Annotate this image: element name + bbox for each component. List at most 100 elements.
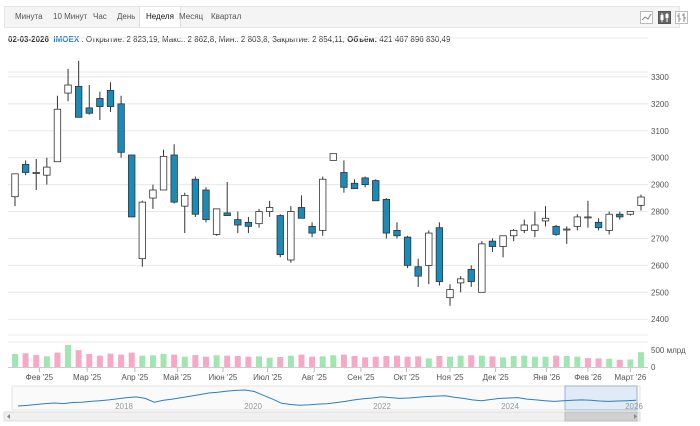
candle[interactable] [75, 60, 83, 118]
candle[interactable] [223, 181, 231, 216]
candle[interactable] [552, 225, 560, 236]
candle[interactable] [382, 198, 391, 239]
candle[interactable] [435, 222, 444, 286]
candle[interactable] [265, 200, 274, 217]
volume-bar[interactable] [139, 355, 146, 367]
tab-2[interactable]: 10 Минут [53, 12, 88, 21]
volume-bar[interactable] [287, 355, 294, 367]
candle[interactable] [605, 211, 613, 235]
volume-bar[interactable] [362, 357, 369, 367]
volume-bar[interactable] [415, 356, 422, 367]
candle[interactable] [510, 229, 518, 242]
volume-bar[interactable] [309, 356, 316, 367]
candle[interactable] [372, 179, 380, 202]
candle[interactable] [21, 160, 30, 176]
candle[interactable] [616, 211, 624, 220]
volume-bar[interactable] [563, 356, 570, 367]
volume-bar[interactable] [192, 354, 199, 367]
candle[interactable] [350, 179, 359, 190]
candle[interactable] [456, 276, 465, 293]
volume-bar[interactable] [468, 355, 475, 367]
candle[interactable] [234, 211, 242, 234]
tab-1[interactable]: Минута [15, 12, 43, 21]
candle[interactable] [287, 206, 295, 263]
candle[interactable] [244, 216, 253, 234]
candle[interactable] [446, 284, 454, 306]
scroll-right-icon[interactable] [634, 414, 637, 419]
volume-bar[interactable] [457, 355, 464, 367]
volume-bar[interactable] [160, 353, 167, 367]
volume-bar[interactable] [542, 356, 549, 367]
navigator-scrollbar-track[interactable] [3, 411, 641, 422]
candle[interactable] [181, 192, 189, 234]
volume-bar[interactable] [54, 352, 61, 367]
volume-bar[interactable] [595, 358, 602, 367]
volume-bar[interactable] [202, 356, 209, 367]
candle[interactable] [297, 195, 306, 219]
candle[interactable] [191, 176, 200, 217]
ohlc-bars-icon[interactable] [675, 11, 688, 24]
volume-bar[interactable] [107, 353, 114, 367]
candle[interactable] [361, 176, 369, 188]
candle[interactable] [478, 241, 486, 293]
volume-bar[interactable] [510, 356, 517, 367]
volume-bar[interactable] [319, 356, 326, 367]
volume-bar[interactable] [245, 356, 252, 367]
volume-bar[interactable] [531, 356, 538, 367]
candle[interactable] [53, 95, 62, 163]
volume-bar[interactable] [627, 359, 634, 367]
volume-bar[interactable] [489, 356, 496, 367]
volume-bar[interactable] [425, 358, 432, 367]
volume-bar[interactable] [43, 356, 50, 367]
candle[interactable] [520, 219, 528, 234]
candle[interactable] [276, 214, 284, 258]
volume-bar[interactable] [521, 355, 528, 367]
candle[interactable] [563, 226, 571, 244]
volume-bar[interactable] [606, 358, 613, 367]
candle[interactable] [488, 238, 497, 252]
volume-bar[interactable] [22, 353, 29, 367]
navigator-scrollbar-thumb[interactable] [564, 411, 638, 422]
candle[interactable] [212, 208, 221, 236]
volume-bar[interactable] [256, 356, 263, 367]
volume-bar[interactable] [584, 358, 591, 367]
navigator-selection[interactable] [564, 385, 638, 411]
candle[interactable] [594, 218, 603, 231]
volume-bar[interactable] [75, 350, 82, 367]
volume-bar[interactable] [171, 354, 178, 367]
volume-bar[interactable] [234, 356, 241, 367]
volume-bar[interactable] [478, 355, 485, 367]
candle[interactable] [255, 208, 263, 228]
tab-7[interactable]: Квартал [211, 12, 242, 21]
volume-bar[interactable] [340, 354, 347, 367]
candle[interactable] [202, 187, 210, 223]
volume-bar[interactable] [574, 356, 581, 367]
volume-bar[interactable] [33, 354, 40, 367]
candle[interactable] [573, 214, 581, 231]
volume-bar[interactable] [383, 356, 390, 367]
candle[interactable] [11, 173, 19, 207]
candle[interactable] [584, 200, 592, 228]
candle[interactable] [425, 230, 433, 285]
volume-bar[interactable] [330, 355, 337, 367]
candle[interactable] [149, 184, 157, 209]
volume-bar[interactable] [118, 354, 125, 367]
volume-bar[interactable] [372, 356, 379, 367]
volume-bar[interactable] [404, 356, 411, 367]
candle[interactable] [159, 149, 168, 191]
candle[interactable] [85, 85, 93, 115]
volume-bar[interactable] [213, 355, 220, 367]
candle[interactable] [138, 200, 146, 267]
candle[interactable] [308, 222, 316, 238]
volume-bar[interactable] [447, 356, 454, 367]
volume-bar[interactable] [616, 359, 623, 367]
candle[interactable] [403, 235, 412, 269]
volume-bar[interactable] [224, 355, 231, 367]
volume-bar[interactable] [393, 355, 400, 367]
volume-bar[interactable] [181, 356, 188, 367]
volume-bar[interactable] [638, 352, 644, 367]
volume-bar[interactable] [351, 356, 358, 367]
candle[interactable] [414, 258, 422, 287]
volume-bar[interactable] [266, 357, 273, 367]
